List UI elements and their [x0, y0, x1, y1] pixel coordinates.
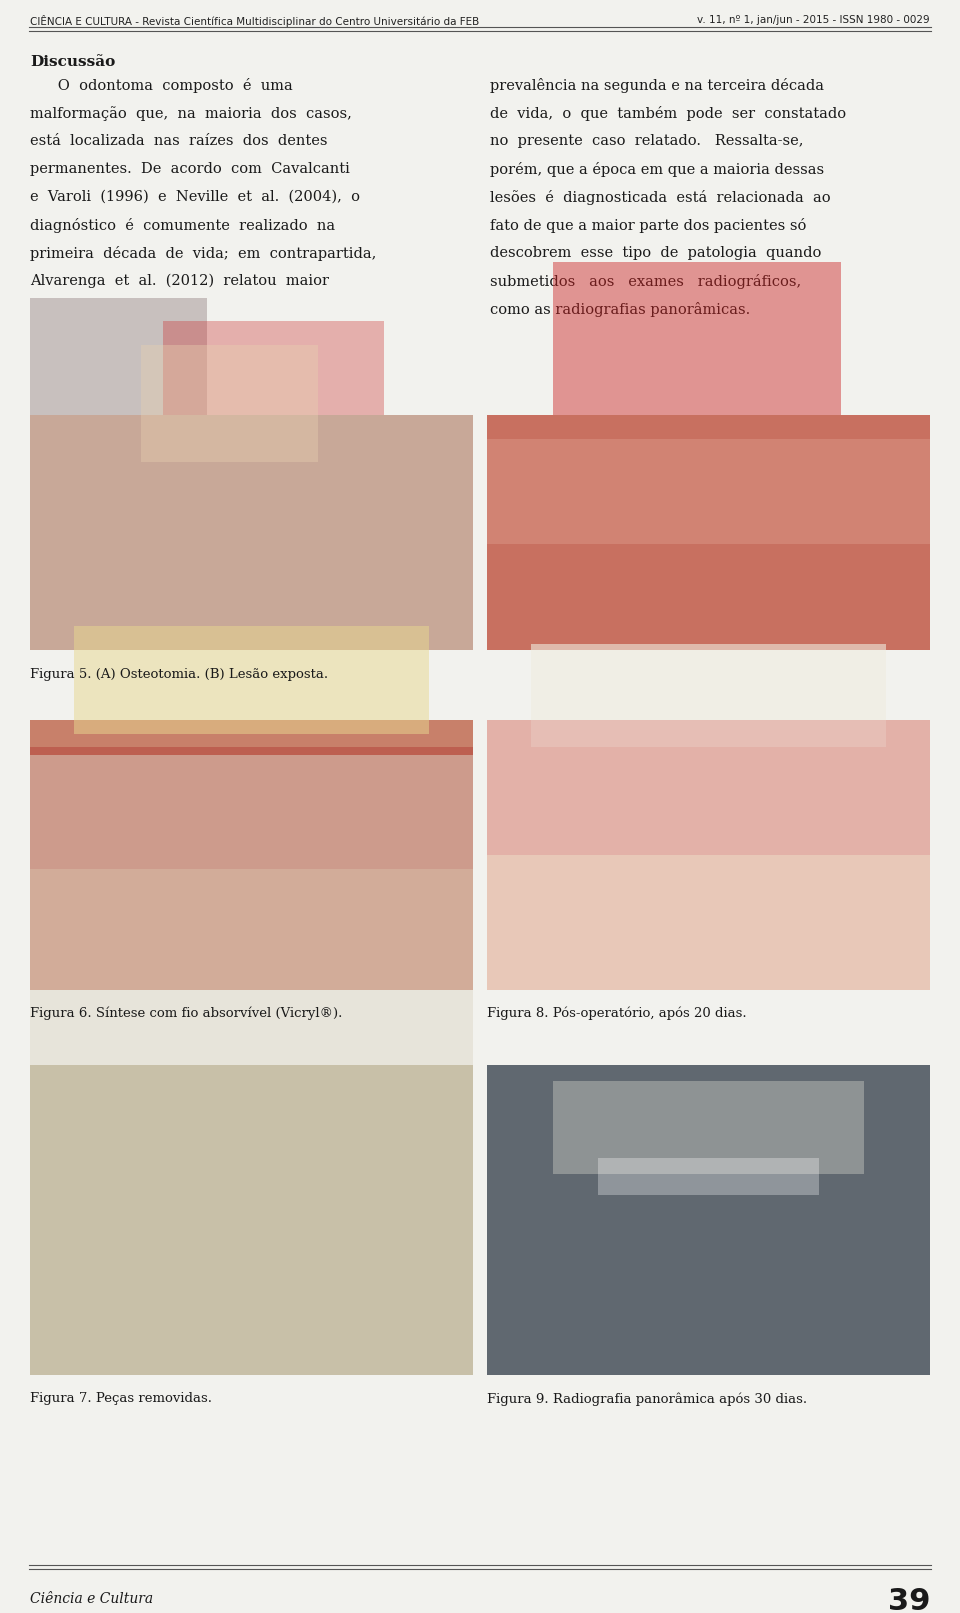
Text: e  Varoli  (1996)  e  Neville  et  al.  (2004),  o: e Varoli (1996) e Neville et al. (2004),…: [30, 190, 360, 203]
Text: submetidos   aos   exames   radiográficos,: submetidos aos exames radiográficos,: [490, 274, 802, 289]
Bar: [487, 415, 930, 650]
Text: como as radiografias panorâmicas.: como as radiografias panorâmicas.: [490, 302, 751, 318]
Bar: [163, 321, 384, 415]
Text: descobrem  esse  tipo  de  patologia  quando: descobrem esse tipo de patologia quando: [490, 247, 822, 260]
Bar: [30, 719, 473, 990]
Bar: [554, 263, 841, 415]
Text: O  odontoma  composto  é  uma: O odontoma composto é uma: [30, 77, 293, 94]
Text: v. 11, nº 1, jan/jun - 2015 - ISSN 1980 - 0029: v. 11, nº 1, jan/jun - 2015 - ISSN 1980 …: [697, 15, 930, 24]
Bar: [74, 626, 429, 734]
Text: Alvarenga  et  al.  (2012)  relatou  maior: Alvarenga et al. (2012) relatou maior: [30, 274, 329, 289]
Text: Figura 5. (A) Osteotomia. (B) Lesão exposta.: Figura 5. (A) Osteotomia. (B) Lesão expo…: [30, 668, 328, 681]
Bar: [30, 747, 473, 868]
Text: porém, que a época em que a maioria dessas: porém, que a época em que a maioria dess…: [490, 161, 824, 177]
Bar: [487, 439, 930, 544]
Text: lesões  é  diagnosticada  está  relacionada  ao: lesões é diagnosticada está relacionada …: [490, 190, 830, 205]
Text: no  presente  caso  relatado.   Ressalta-se,: no presente caso relatado. Ressalta-se,: [490, 134, 804, 148]
Text: prevalência na segunda e na terceira década: prevalência na segunda e na terceira déc…: [490, 77, 824, 94]
Text: diagnóstico  é  comumente  realizado  na: diagnóstico é comumente realizado na: [30, 218, 335, 232]
Text: malformação  que,  na  maioria  dos  casos,: malformação que, na maioria dos casos,: [30, 106, 352, 121]
Text: Figura 9. Radiografia panorâmica após 30 dias.: Figura 9. Radiografia panorâmica após 30…: [487, 1392, 807, 1405]
Text: Figura 8. Pós-operatório, após 20 dias.: Figura 8. Pós-operatório, após 20 dias.: [487, 1007, 747, 1019]
Text: Figura 7. Peças removidas.: Figura 7. Peças removidas.: [30, 1392, 212, 1405]
Bar: [30, 755, 473, 1065]
Text: Discussão: Discussão: [30, 55, 115, 69]
Text: está  localizada  nas  raízes  dos  dentes: está localizada nas raízes dos dentes: [30, 134, 327, 148]
Bar: [531, 645, 886, 747]
Text: Figura 6. Síntese com fio absorvível (Vicryl®).: Figura 6. Síntese com fio absorvível (Vi…: [30, 1007, 343, 1019]
Bar: [30, 415, 473, 650]
Text: Ciência e Cultura: Ciência e Cultura: [30, 1592, 154, 1607]
Bar: [554, 1081, 864, 1174]
Text: fato de que a maior parte dos pacientes só: fato de que a maior parte dos pacientes …: [490, 218, 806, 232]
Text: permanentes.  De  acordo  com  Cavalcanti: permanentes. De acordo com Cavalcanti: [30, 161, 349, 176]
Bar: [30, 1065, 473, 1374]
Bar: [487, 719, 930, 990]
Bar: [487, 1065, 930, 1374]
Bar: [30, 297, 207, 415]
Text: 39: 39: [887, 1587, 930, 1613]
Bar: [598, 1158, 819, 1195]
Text: de  vida,  o  que  também  pode  ser  constatado: de vida, o que também pode ser constatad…: [490, 106, 846, 121]
Text: CIÊNCIA E CULTURA - Revista Científica Multidisciplinar do Centro Universitário : CIÊNCIA E CULTURA - Revista Científica M…: [30, 15, 479, 27]
Bar: [141, 345, 318, 461]
Bar: [487, 719, 930, 855]
Text: primeira  década  de  vida;  em  contrapartida,: primeira década de vida; em contrapartid…: [30, 247, 376, 261]
